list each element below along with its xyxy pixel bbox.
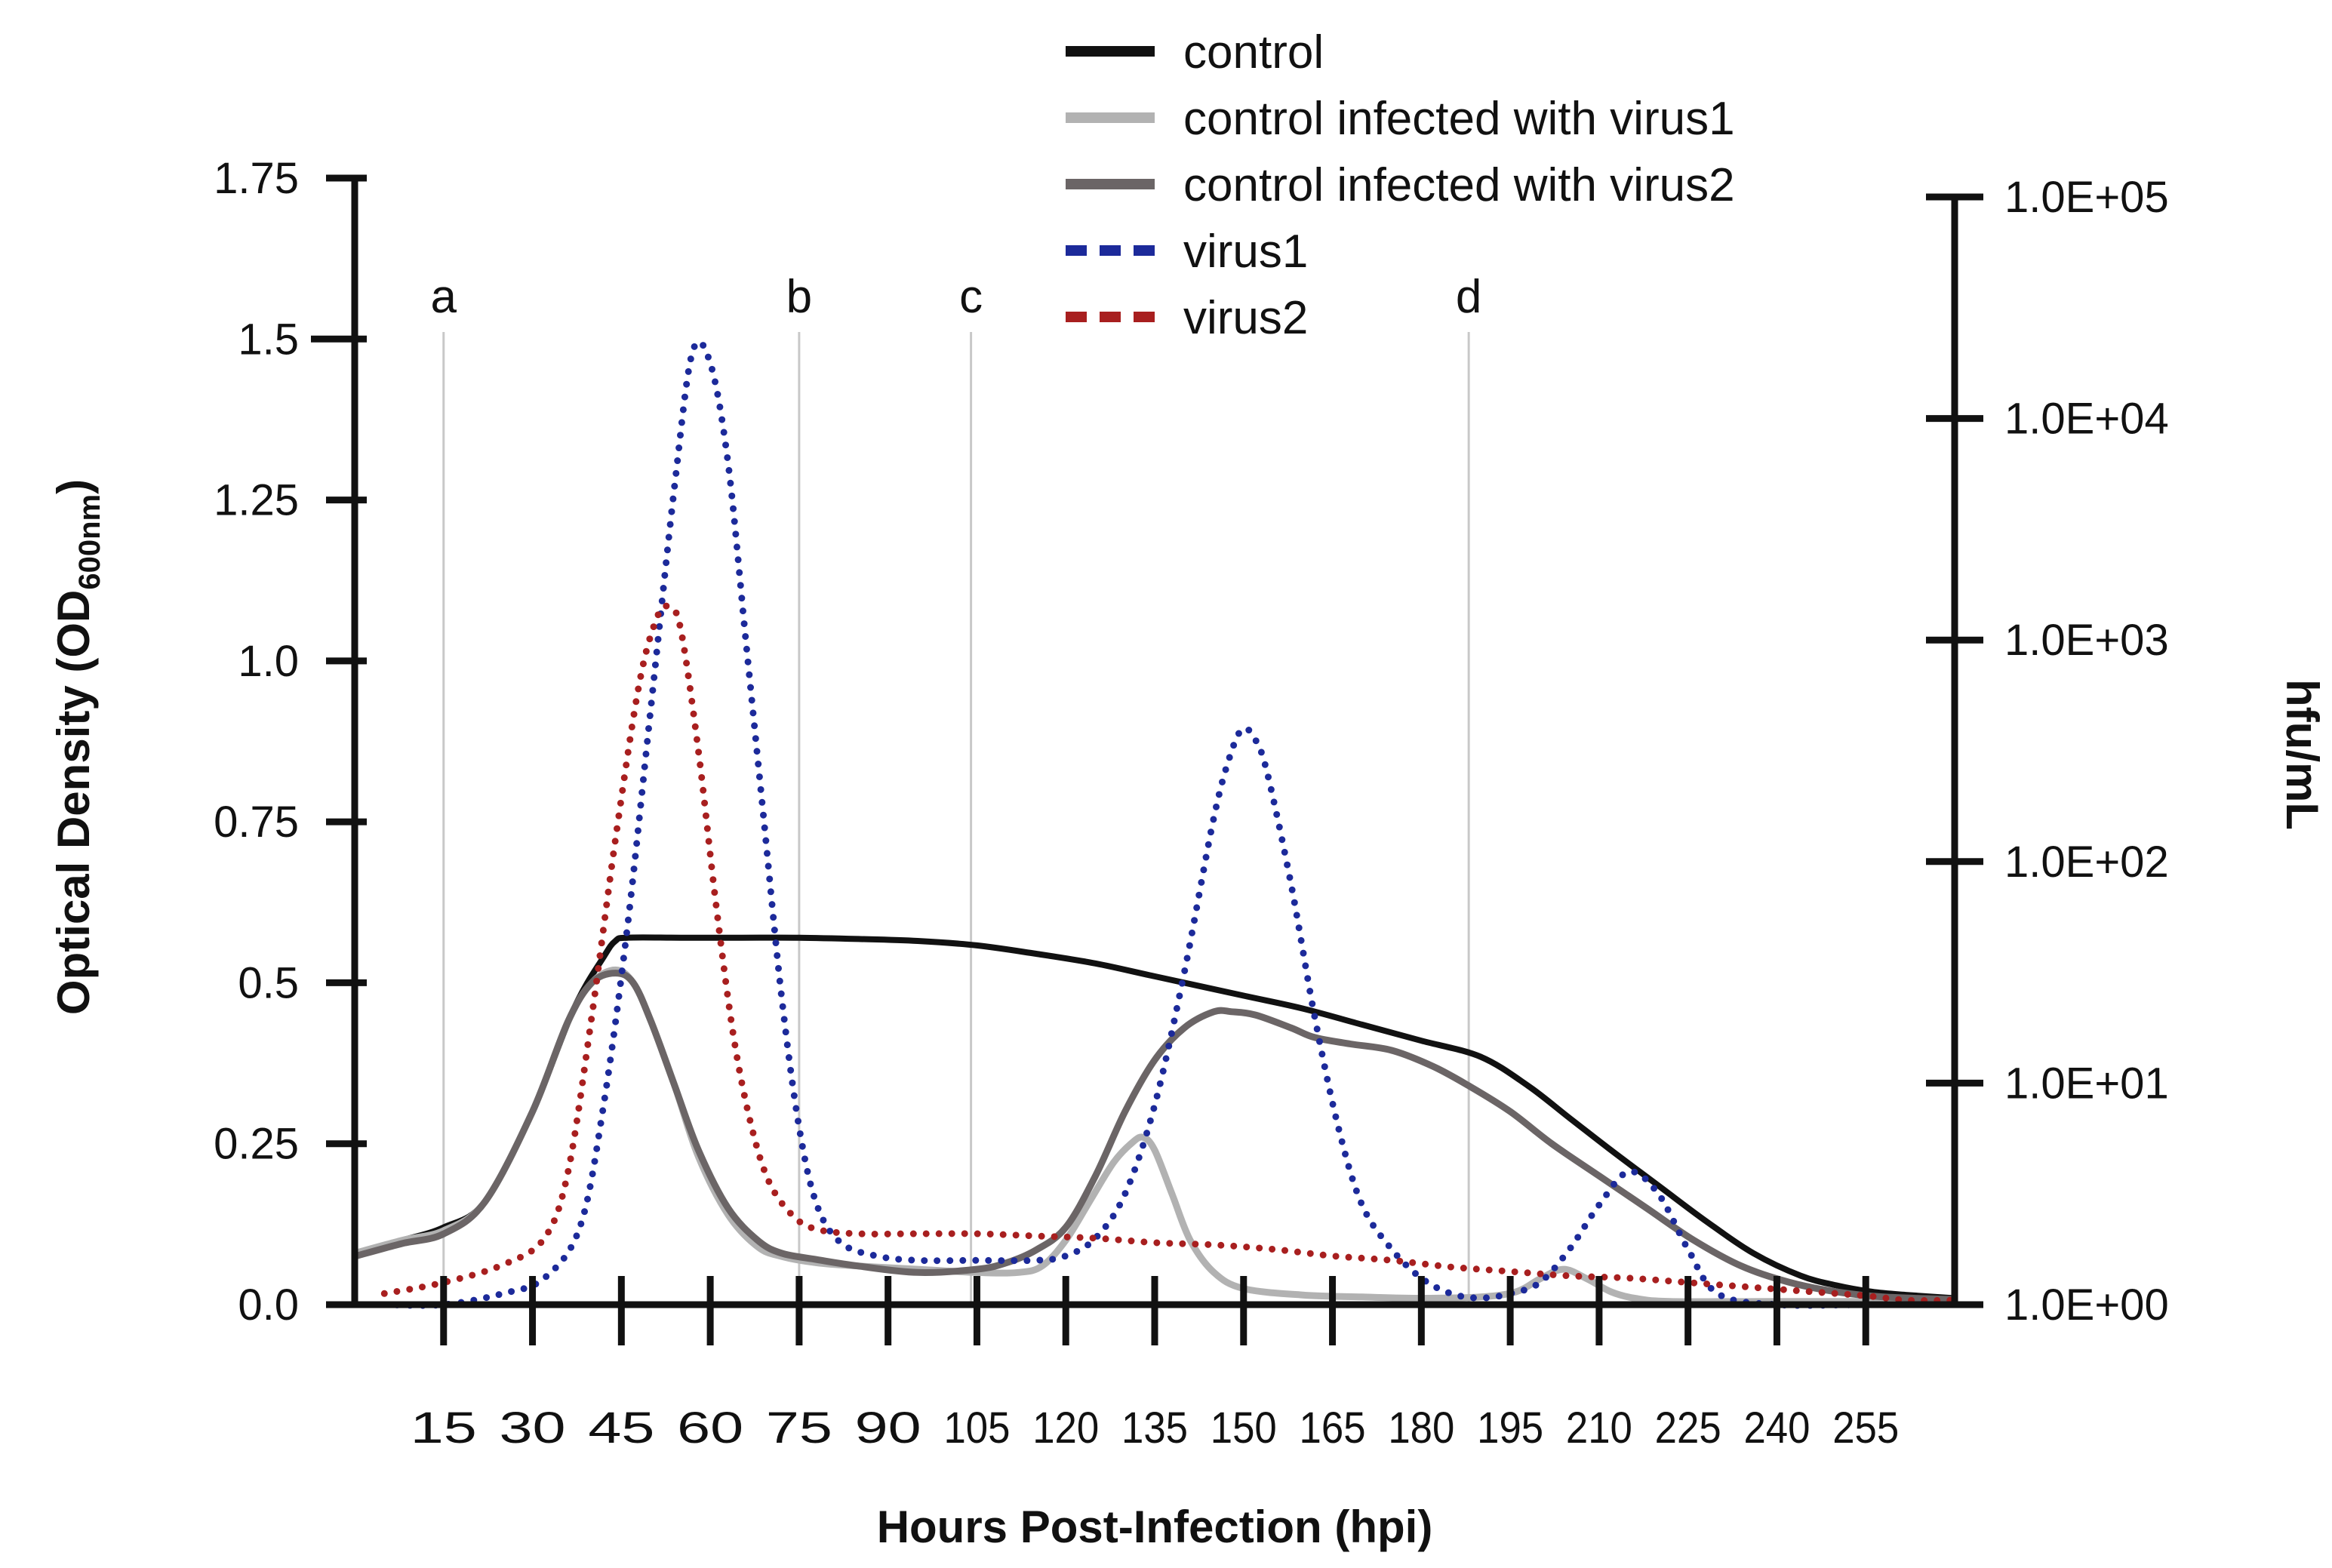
y-tick-label-0.25: 0.25 [214, 1120, 299, 1169]
y-tick-label-0.75: 0.75 [214, 798, 299, 847]
y2-tick-label-1.0E+04: 1.0E+04 [2004, 395, 2169, 444]
y2-axis-title: hfu/mL [2277, 679, 2327, 830]
legend: control control infected with virus1 contr… [1066, 26, 1735, 344]
x-tick-label-45: 45 [588, 1404, 654, 1453]
x-axis-title: Hours Post-Infection (hpi) [877, 1502, 1433, 1552]
x-tick-label-210: 210 [1566, 1404, 1632, 1453]
phase-label-c: c [959, 271, 983, 323]
phase-label-b: b [786, 271, 812, 323]
x-tick-label-195: 195 [1477, 1404, 1543, 1453]
tick-layer: 15 30 45 60 75 90 105 120 135 150 165 180 195 210 225 2… [214, 154, 2169, 1453]
x-tick-label-150: 150 [1211, 1404, 1277, 1453]
y-axis-title: Optical Density (OD600nm) [48, 479, 106, 1015]
x-tick-label-30: 30 [500, 1404, 566, 1453]
y-tick-label-1.5: 1.5 [238, 315, 299, 364]
x-tick-label-225: 225 [1655, 1404, 1721, 1453]
y-tick-label-1.75: 1.75 [214, 154, 299, 203]
series-virus1-line [380, 338, 1958, 1309]
y2-tick-label-1.0E+01: 1.0E+01 [2004, 1059, 2169, 1108]
series-virus2-line [380, 602, 1958, 1305]
phase-marker-layer: a b c d [431, 271, 1481, 1305]
y2-tick-label-1.0E+03: 1.0E+03 [2004, 616, 2169, 665]
x-tick-label-255: 255 [1832, 1404, 1899, 1453]
legend-label-control-infected-with-virus1: control infected with virus1 [1183, 93, 1735, 145]
x-tick-label-75: 75 [766, 1404, 832, 1453]
x-tick-label-135: 135 [1121, 1404, 1188, 1453]
y-tick-label-0.0: 0.0 [238, 1281, 299, 1330]
axes-layer [351, 178, 1958, 1308]
y-axis-title-subscript: 600nm [73, 494, 106, 590]
x-tick-label-165: 165 [1300, 1404, 1366, 1453]
series-layer [353, 338, 1958, 1309]
x-tick-label-120: 120 [1032, 1404, 1099, 1453]
legend-label-control: control [1183, 26, 1324, 78]
y-tick-label-1.0: 1.0 [238, 637, 299, 686]
y-axis-title-close: ) [48, 479, 99, 494]
x-tick-label-90: 90 [855, 1404, 921, 1453]
legend-label-control-infected-with-virus2: control infected with virus2 [1183, 159, 1735, 211]
y-axis-title-main: Optical Density (OD [48, 590, 99, 1015]
y2-tick-label-1.0E+05: 1.0E+05 [2004, 173, 2169, 222]
x-tick-label-15: 15 [411, 1404, 477, 1453]
phase-label-d: d [1456, 271, 1481, 323]
x-tick-label-180: 180 [1388, 1404, 1454, 1453]
y2-tick-label-1.0E+02: 1.0E+02 [2004, 838, 2169, 887]
legend-label-virus2: virus2 [1183, 292, 1308, 344]
y2-tick-label-1.0E+00: 1.0E+00 [2004, 1281, 2169, 1330]
y-tick-label-1.25: 1.25 [214, 476, 299, 525]
series-control-infected-with-virus2-line [353, 970, 1955, 1303]
x-tick-label-240: 240 [1743, 1404, 1810, 1453]
y-tick-label-0.5: 0.5 [238, 958, 299, 1007]
legend-label-virus1: virus1 [1183, 226, 1308, 278]
x-tick-label-60: 60 [677, 1404, 743, 1453]
phase-label-a: a [431, 271, 457, 323]
x-tick-label-105: 105 [943, 1404, 1010, 1453]
